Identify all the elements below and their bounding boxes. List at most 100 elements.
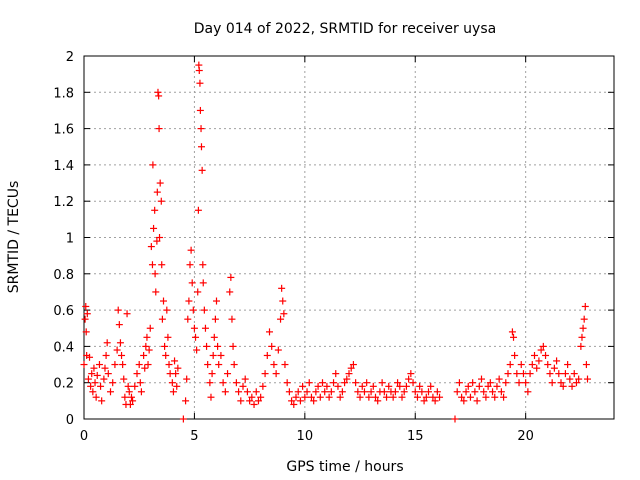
- data-point: [341, 379, 349, 387]
- data-point: [389, 393, 397, 401]
- data-point: [360, 388, 368, 396]
- data-point: [143, 333, 151, 341]
- data-point: [248, 393, 256, 401]
- axis-ticks: [83, 55, 614, 420]
- y-tick-label: 1: [66, 232, 74, 247]
- data-point: [198, 166, 206, 174]
- data-point: [561, 370, 569, 378]
- data-point: [200, 306, 208, 314]
- data-point: [210, 333, 218, 341]
- data-point: [172, 370, 180, 378]
- data-point: [227, 273, 235, 281]
- data-point: [413, 393, 421, 401]
- data-point: [152, 288, 160, 296]
- data-point: [294, 388, 302, 396]
- data-point: [246, 397, 254, 405]
- data-point: [462, 388, 470, 396]
- data-point: [290, 400, 298, 408]
- data-point: [101, 364, 109, 372]
- data-point: [82, 302, 90, 310]
- data-point: [508, 328, 516, 336]
- data-point: [578, 333, 586, 341]
- data-point: [458, 393, 466, 401]
- data-point: [221, 388, 229, 396]
- data-point: [163, 306, 171, 314]
- data-point: [475, 382, 483, 390]
- data-point: [272, 370, 280, 378]
- data-point: [526, 370, 534, 378]
- data-point: [464, 382, 472, 390]
- data-point: [270, 361, 278, 369]
- data-point: [394, 379, 402, 387]
- data-point: [553, 357, 561, 365]
- y-tick-label: 0.6: [53, 304, 74, 319]
- data-point: [189, 306, 197, 314]
- data-point: [268, 342, 276, 350]
- data-point: [133, 370, 141, 378]
- data-point: [522, 379, 530, 387]
- data-point: [183, 375, 191, 383]
- data-point: [194, 288, 202, 296]
- data-point: [92, 393, 100, 401]
- y-tick-label: 0.2: [53, 377, 74, 392]
- data-point: [296, 397, 304, 405]
- data-point: [126, 400, 134, 408]
- data-point: [473, 397, 481, 405]
- data-point: [555, 370, 563, 378]
- data-point: [378, 379, 386, 387]
- data-point: [548, 379, 556, 387]
- data-point: [199, 261, 207, 269]
- data-point: [486, 379, 494, 387]
- data-point: [213, 297, 220, 305]
- data-point: [278, 284, 286, 292]
- data-point: [252, 388, 260, 396]
- data-point: [425, 388, 432, 396]
- data-point: [338, 388, 346, 396]
- data-point: [243, 388, 251, 396]
- data-point: [402, 382, 410, 390]
- data-point: [171, 357, 179, 365]
- data-point: [160, 297, 167, 305]
- data-point: [559, 382, 567, 390]
- y-tick-label: 0.4: [53, 340, 74, 355]
- data-point: [199, 279, 207, 287]
- data-point: [201, 324, 209, 332]
- data-point: [511, 351, 519, 359]
- data-point: [345, 370, 353, 378]
- data-point: [533, 364, 541, 372]
- data-point: [580, 315, 588, 323]
- x-tick-label: 5: [190, 429, 198, 444]
- data-point: [491, 393, 499, 401]
- data-point: [349, 361, 357, 369]
- data-point: [148, 261, 156, 269]
- data-point: [215, 361, 223, 369]
- data-point: [131, 382, 139, 390]
- data-point: [489, 388, 497, 396]
- data-point: [531, 351, 538, 359]
- data-point: [179, 415, 187, 423]
- data-point: [90, 364, 98, 372]
- data-point: [257, 393, 265, 401]
- data-point: [332, 370, 340, 378]
- data-point: [207, 393, 215, 401]
- data-point: [301, 393, 309, 401]
- data-point: [433, 388, 441, 396]
- data-point: [102, 351, 110, 359]
- data-point: [281, 361, 289, 369]
- data-point: [237, 397, 245, 405]
- data-point: [577, 342, 585, 350]
- data-point: [174, 364, 182, 372]
- data-point: [141, 364, 149, 372]
- data-point: [161, 342, 169, 350]
- data-point: [420, 397, 428, 405]
- data-point: [156, 179, 164, 187]
- data-point: [89, 388, 97, 396]
- data-point: [196, 79, 204, 87]
- data-point: [542, 351, 550, 359]
- data-point: [288, 397, 296, 405]
- data-point: [206, 379, 214, 387]
- data-point: [564, 361, 572, 369]
- data-point: [91, 379, 99, 387]
- data-point: [203, 342, 211, 350]
- data-point: [145, 346, 153, 354]
